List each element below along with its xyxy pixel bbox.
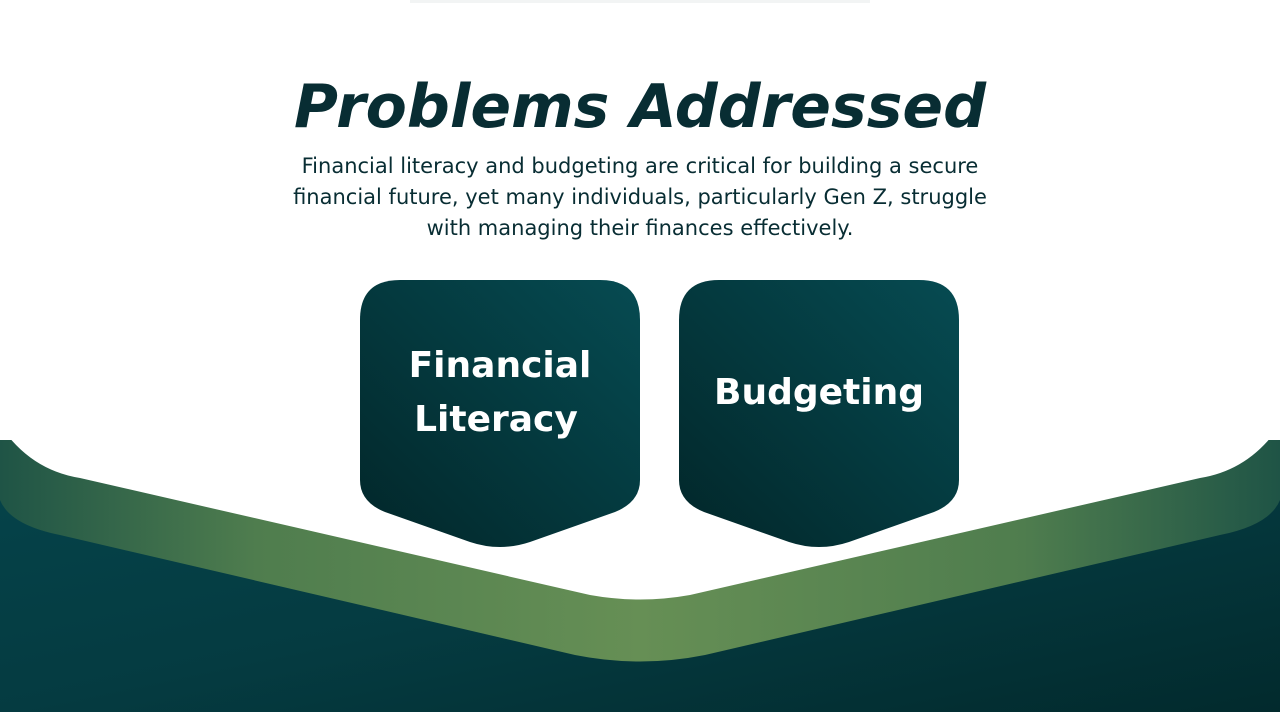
card-shape (679, 280, 959, 547)
card-shape (360, 280, 640, 547)
slide-title: Problems Addressed (293, 72, 987, 142)
card-label: Budgeting (714, 372, 924, 413)
top-divider (410, 0, 870, 3)
card-label-line2: Literacy (414, 399, 578, 440)
card-financial-literacy: Financial Literacy (360, 280, 640, 548)
slide-description: Financial literacy and budgeting are cri… (293, 154, 987, 240)
card-budgeting: Budgeting (679, 280, 959, 548)
wave-white-top (0, 0, 1280, 600)
card-label-line1: Financial (408, 345, 592, 386)
